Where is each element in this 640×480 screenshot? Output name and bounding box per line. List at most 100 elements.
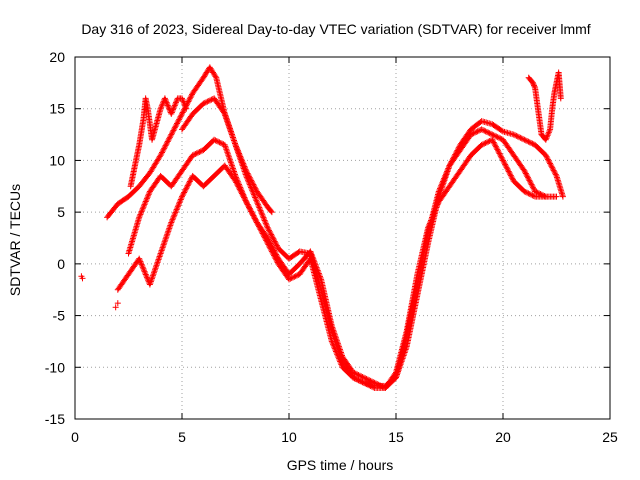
- data-point: [207, 97, 214, 104]
- data-point: [162, 235, 169, 242]
- data-point: [179, 95, 185, 102]
- data-point: [262, 218, 269, 225]
- data-point: [172, 209, 179, 216]
- data-point: [336, 345, 343, 352]
- data-point: [247, 184, 254, 191]
- data-point: [523, 171, 530, 178]
- data-point: [261, 233, 268, 240]
- data-point: [171, 126, 178, 133]
- data-point: [264, 240, 271, 247]
- data-point: [227, 158, 234, 165]
- data-point: [174, 205, 181, 212]
- data-point: [505, 168, 512, 175]
- data-point: [250, 212, 257, 219]
- data-point: [497, 153, 504, 160]
- data-point: [136, 257, 143, 264]
- data-point: [530, 192, 537, 199]
- data-point: [363, 375, 370, 382]
- data-point: [525, 190, 532, 197]
- data-point: [215, 138, 222, 145]
- data-point: [235, 183, 242, 190]
- data-point: [516, 134, 523, 141]
- data-point: [257, 226, 264, 233]
- x-tick-labels: 0 5 10 15 20 25: [71, 429, 618, 445]
- data-point: [258, 229, 265, 236]
- data-point: [186, 97, 193, 104]
- data-point: [332, 348, 339, 355]
- data-point: [217, 139, 224, 146]
- data-point: [364, 381, 371, 388]
- data-point: [184, 182, 191, 189]
- data-point: [178, 195, 185, 202]
- data-point: [490, 138, 497, 145]
- data-point: [473, 128, 480, 135]
- data-point: [138, 261, 145, 268]
- data-point: [552, 171, 559, 178]
- data-point: [233, 179, 240, 186]
- data-point: [288, 275, 295, 282]
- series-6: [525, 69, 564, 143]
- data-point: [182, 186, 189, 193]
- data-point: [256, 204, 263, 211]
- data-point: [158, 150, 165, 157]
- data-point: [159, 246, 166, 253]
- data-point: [440, 176, 447, 183]
- data-point: [251, 213, 258, 220]
- data-point: [504, 165, 511, 172]
- data-point: [180, 98, 187, 105]
- data-point: [547, 161, 554, 168]
- data-point: [247, 182, 254, 189]
- data-point: [444, 168, 451, 175]
- data-point: [142, 270, 149, 277]
- data-point: [352, 375, 359, 382]
- data-point: [441, 175, 448, 182]
- data-point: [315, 270, 322, 277]
- data-point: [428, 217, 435, 224]
- data-point: [146, 281, 153, 288]
- data-point: [150, 269, 157, 276]
- data-point: [530, 81, 537, 88]
- data-point: [238, 158, 245, 165]
- data-point: [175, 117, 182, 124]
- data-point: [241, 194, 248, 201]
- data-point: [525, 138, 532, 145]
- data-point: [549, 164, 556, 171]
- data-point: [544, 156, 551, 163]
- data-point: [167, 132, 174, 139]
- data-point: [478, 126, 485, 133]
- data-point: [141, 268, 148, 275]
- data-point: [162, 237, 169, 244]
- data-point: [489, 131, 496, 138]
- data-point: [227, 159, 234, 166]
- data-point: [189, 152, 196, 159]
- data-point: [491, 140, 498, 147]
- data-point: [225, 152, 232, 159]
- data-point: [229, 133, 236, 140]
- data-point: [169, 216, 176, 223]
- data-point: [328, 338, 335, 345]
- data-point: [487, 130, 494, 137]
- data-point: [158, 102, 165, 109]
- data-point: [181, 188, 188, 195]
- data-point: [492, 143, 499, 150]
- data-point: [491, 132, 498, 139]
- data-point: [164, 229, 171, 236]
- data-point: [149, 272, 156, 279]
- data-point: [256, 205, 263, 212]
- data-point: [183, 105, 190, 112]
- data-point: [145, 191, 152, 198]
- data-point: [164, 101, 171, 108]
- data-point: [498, 154, 505, 161]
- data-point: [272, 239, 279, 246]
- data-point: [147, 278, 154, 285]
- data-point: [370, 384, 377, 391]
- data-point: [525, 176, 532, 183]
- data-point: [152, 265, 159, 272]
- data-point: [524, 189, 531, 196]
- data-point: [177, 113, 184, 120]
- data-point: [355, 377, 362, 384]
- data-point: [268, 232, 275, 239]
- data-point: [337, 359, 344, 366]
- data-point: [259, 230, 266, 237]
- data-point: [332, 334, 339, 341]
